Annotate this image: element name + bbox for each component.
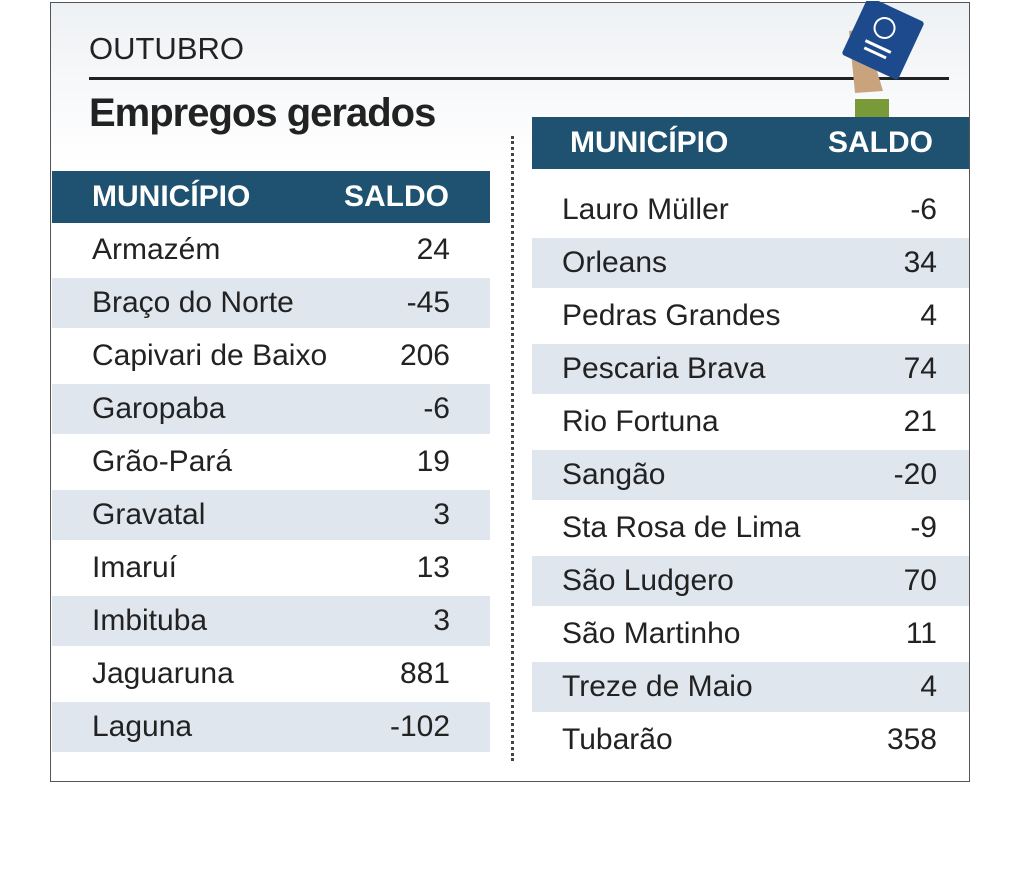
table-row: Braço do Norte -45 (52, 278, 490, 328)
municipality: Armazém (92, 233, 221, 266)
title: Empregos gerados (89, 91, 436, 135)
balance: 4 (920, 299, 937, 332)
municipality: Grão-Pará (92, 445, 233, 478)
balance: 206 (399, 339, 450, 372)
balance: 4 (920, 670, 937, 703)
balance: 13 (416, 551, 450, 584)
table-row: Sta Rosa de Lima -9 (532, 503, 969, 553)
balance: 11 (905, 617, 937, 650)
balance: 358 (886, 723, 937, 756)
section-label: OUTUBRO (89, 31, 244, 66)
municipality: Pescaria Brava (562, 352, 766, 385)
table-row: Imaruí 13 (52, 543, 490, 593)
rule (89, 77, 949, 80)
balance: 21 (903, 405, 937, 438)
balance: 19 (416, 445, 450, 478)
municipality: Pedras Grandes (562, 299, 781, 332)
table-row: São Ludgero 70 (532, 556, 969, 606)
table-row: Laguna -102 (52, 702, 490, 752)
table-row: Lauro Müller -6 (532, 185, 969, 235)
column-header: MUNICÍPIO (570, 126, 729, 159)
table-row: Jaguaruna 881 (52, 649, 490, 699)
icon (842, 1, 924, 117)
table-row: Capivari de Baixo 206 (52, 331, 490, 381)
balance: -20 (893, 458, 937, 491)
column-header: MUNICÍPIO (92, 180, 251, 213)
frame: OUTUBRO Empregos gerados MUNICÍPIO SALDO A… (50, 1, 970, 782)
table-row: Tubarão 358 (532, 715, 969, 765)
balance: -45 (406, 286, 450, 319)
municipality: Sangão (562, 458, 666, 491)
table: MUNICÍPIO SALDO Lauro Müller -6 Orleans 34 Ped… (532, 117, 969, 817)
municipality: Rio Fortuna (562, 405, 719, 438)
municipality: Gravatal (92, 498, 206, 531)
balance: 3 (433, 604, 450, 637)
balance: -6 (910, 193, 937, 226)
municipality: Imaruí (92, 551, 178, 584)
column-header: SALDO (828, 126, 933, 159)
municipality: Treze de Maio (562, 670, 753, 703)
municipality: São Martinho (562, 617, 741, 650)
table-row: Sangão -20 (532, 450, 969, 500)
table-row: Pescaria Brava 74 (532, 344, 969, 394)
balance: 24 (416, 233, 450, 266)
table-row: Gravatal 3 (52, 490, 490, 540)
municipality: Braço do Norte (92, 286, 294, 319)
municipality: Imbituba (92, 604, 208, 637)
table-row: Pedras Grandes 4 (532, 291, 969, 341)
balance: -6 (423, 392, 450, 425)
balance: 881 (399, 657, 450, 690)
table-row: Grão-Pará 19 (52, 437, 490, 487)
table-row: Orleans 34 (532, 238, 969, 288)
municipality: Laguna (92, 710, 193, 743)
table: MUNICÍPIO SALDO Armazém 24 Braço do Norte -45… (52, 171, 490, 871)
balance: 3 (433, 498, 450, 531)
balance: -9 (910, 511, 937, 544)
table-row: São Martinho 11 (532, 609, 969, 659)
balance: 74 (903, 352, 937, 385)
table-header: MUNICÍPIO SALDO (532, 117, 969, 169)
table-row: Imbituba 3 (52, 596, 490, 646)
page: {"header": {"section": "OUTUBRO", "title… (50, 1, 970, 782)
balance: -102 (389, 710, 450, 743)
table-row: Treze de Maio 4 (532, 662, 969, 712)
table-header: MUNICÍPIO SALDO (52, 171, 490, 223)
municipality: Tubarão (562, 723, 673, 756)
municipality: Sta Rosa de Lima (562, 511, 801, 544)
column-header: SALDO (344, 180, 449, 213)
table-row: Garopaba -6 (52, 384, 490, 434)
municipality: Orleans (562, 246, 668, 279)
municipality: São Ludgero (562, 564, 734, 597)
municipality: Capivari de Baixo (92, 339, 328, 372)
table-row: Rio Fortuna 21 (532, 397, 969, 447)
municipality: Jaguaruna (92, 657, 234, 690)
divider (511, 136, 514, 761)
balance: 70 (903, 564, 937, 597)
table-row: Armazém 24 (52, 225, 490, 275)
municipality: Garopaba (92, 392, 226, 425)
municipality: Lauro Müller (562, 193, 729, 226)
balance: 34 (903, 246, 937, 279)
